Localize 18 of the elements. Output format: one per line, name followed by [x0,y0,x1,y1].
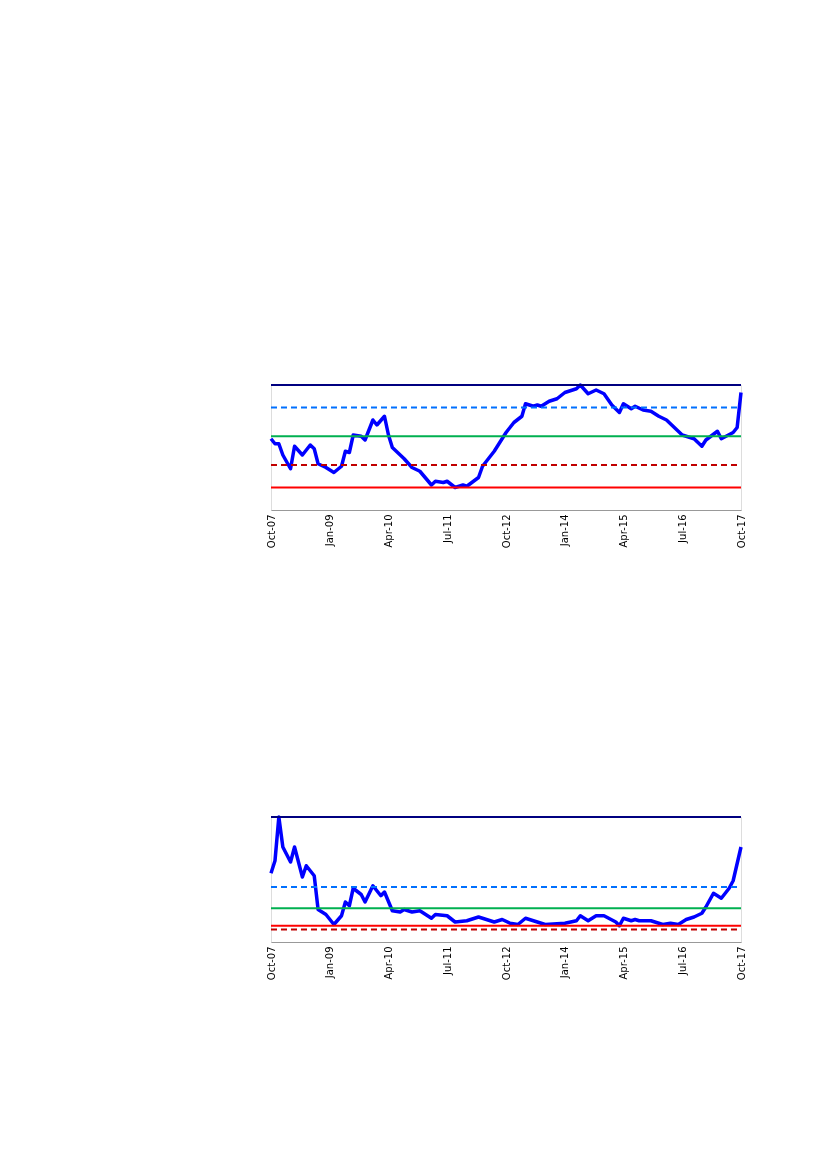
x-tick-label: Apr-15 [617,946,629,980]
x-tick-label: Apr-10 [382,946,394,980]
x-tick-label: Oct-17 [735,946,747,981]
x-tick-label: Oct-17 [735,514,747,549]
x-tick-label: Apr-10 [382,514,394,548]
x-tick-label: Oct-07 [265,946,277,981]
x-tick-label: Jul-11 [441,514,453,544]
x-tick-label: Jan-09 [324,946,336,980]
x-tick-label: Jul-16 [676,514,688,544]
x-tick-label: Jul-11 [441,946,453,976]
x-tick-label: Jan-09 [324,514,336,548]
x-tick-label: Oct-12 [500,514,512,549]
x-tick-label: Oct-12 [500,946,512,981]
x-tick-label: Jul-16 [676,946,688,976]
x-tick-label: Jan-14 [559,946,571,980]
x-tick-label: Jan-14 [559,514,571,548]
x-tick-label: Apr-15 [617,514,629,548]
x-tick-label: Oct-07 [265,514,277,549]
